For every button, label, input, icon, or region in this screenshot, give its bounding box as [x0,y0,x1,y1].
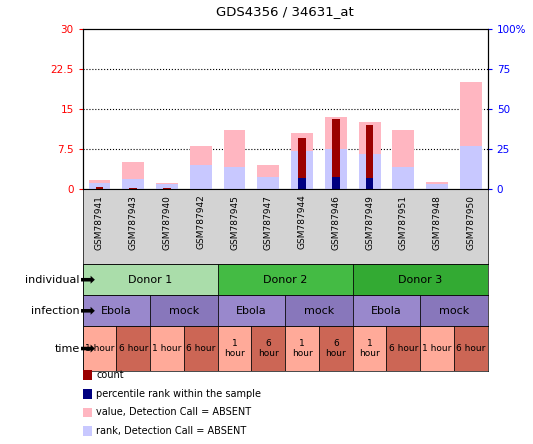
Bar [223,130,246,189]
Bar [88,183,110,189]
Text: 1
hour: 1 hour [292,339,312,358]
Text: GSM787946: GSM787946 [332,195,340,250]
Bar [257,165,279,189]
Text: 1
hour: 1 hour [224,339,245,358]
Bar [163,188,171,189]
Bar [426,182,448,189]
Bar [298,178,306,189]
Bar [426,184,448,189]
Text: 6 hour: 6 hour [118,344,148,353]
Bar [291,151,313,189]
Text: mock: mock [439,306,469,316]
Text: 1 hour: 1 hour [422,344,452,353]
Bar [184,326,217,371]
Bar [332,177,340,189]
Text: GSM787941: GSM787941 [95,195,104,250]
Bar [353,295,420,326]
Bar [95,186,103,189]
Text: individual: individual [26,275,80,285]
Text: time: time [55,344,80,353]
Text: GSM787945: GSM787945 [230,195,239,250]
Text: 1
hour: 1 hour [359,339,380,358]
Text: 6 hour: 6 hour [456,344,486,353]
Bar [223,167,246,189]
Text: 6
hour: 6 hour [326,339,346,358]
Bar [285,295,353,326]
Text: GSM787948: GSM787948 [433,195,441,250]
Text: GSM787949: GSM787949 [365,195,374,250]
Bar [190,165,212,189]
Bar [130,188,137,189]
Bar [460,82,482,189]
Bar [122,162,144,189]
Bar [88,180,110,189]
Bar [291,133,313,189]
Bar [156,183,178,189]
Bar [319,326,353,371]
Text: GSM787944: GSM787944 [297,195,306,250]
Bar [298,138,306,189]
Bar [150,326,184,371]
Text: GSM787942: GSM787942 [196,195,205,250]
Text: Donor 3: Donor 3 [398,275,442,285]
Bar [122,179,144,189]
Text: Donor 2: Donor 2 [263,275,308,285]
Text: rank, Detection Call = ABSENT: rank, Detection Call = ABSENT [96,426,247,436]
Text: mock: mock [169,306,199,316]
Bar [150,295,217,326]
Bar [332,119,340,189]
Bar [325,117,347,189]
Text: Ebola: Ebola [371,306,402,316]
Text: GDS4356 / 34631_at: GDS4356 / 34631_at [216,5,354,18]
Bar [392,130,414,189]
Text: 6
hour: 6 hour [258,339,279,358]
Bar [83,326,116,371]
Text: 1 hour: 1 hour [85,344,114,353]
Text: GSM787950: GSM787950 [466,195,475,250]
Bar [252,326,285,371]
Bar [190,146,212,189]
Bar [420,295,488,326]
Bar [359,154,381,189]
Text: 6 hour: 6 hour [389,344,418,353]
Text: GSM787947: GSM787947 [264,195,273,250]
Bar [285,326,319,371]
Bar [257,177,279,189]
Bar [460,146,482,189]
Bar [83,295,150,326]
Bar [353,264,488,295]
Bar [366,178,374,189]
Bar [217,326,252,371]
Bar [420,326,454,371]
Text: mock: mock [304,306,334,316]
Bar [325,149,347,189]
Bar [359,122,381,189]
Bar [217,295,285,326]
Text: 1 hour: 1 hour [152,344,182,353]
Bar [353,326,386,371]
Bar [217,264,353,295]
Bar [386,326,420,371]
Bar [116,326,150,371]
Bar [366,125,374,189]
Bar [83,264,217,295]
Bar [454,326,488,371]
Text: value, Detection Call = ABSENT: value, Detection Call = ABSENT [96,408,252,417]
Text: percentile rank within the sample: percentile rank within the sample [96,389,262,399]
Text: GSM787943: GSM787943 [129,195,138,250]
Text: Ebola: Ebola [236,306,267,316]
Text: infection: infection [31,306,80,316]
Text: GSM787940: GSM787940 [163,195,172,250]
Text: Donor 1: Donor 1 [128,275,172,285]
Text: Ebola: Ebola [101,306,132,316]
Text: 6 hour: 6 hour [186,344,215,353]
Text: count: count [96,370,124,380]
Bar [392,167,414,189]
Text: GSM787951: GSM787951 [399,195,408,250]
Bar [156,184,178,189]
